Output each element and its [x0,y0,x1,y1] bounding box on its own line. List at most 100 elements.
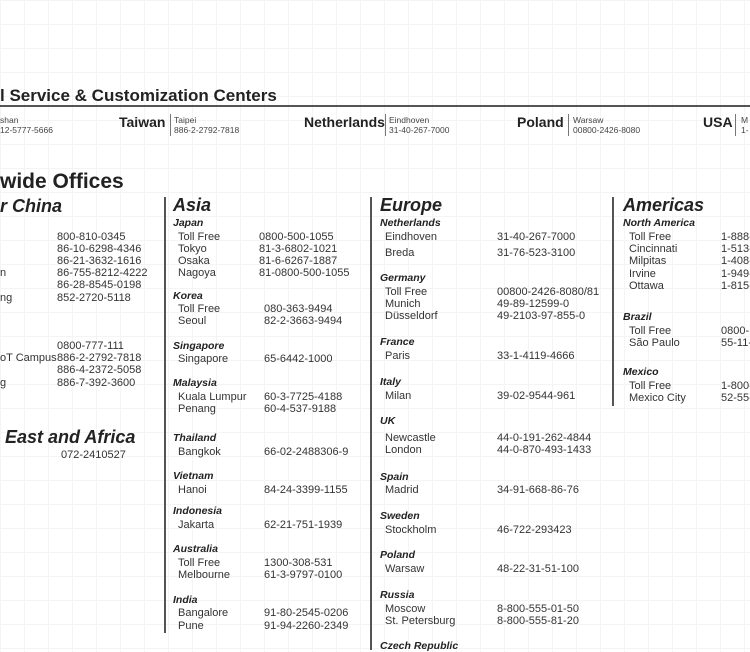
office-phone: 52-55- [721,392,750,404]
office-city: Jakarta [178,519,215,531]
office-city: Toll Free [629,380,672,392]
service-center-phone: 12-5777-5666 [0,125,53,135]
office-city: Tokyo [178,243,207,255]
office-city: Breda [385,247,415,259]
office-phone: 0800- [721,325,750,337]
service-center-country: USA [703,114,733,130]
office-city: Newcastle [385,432,436,444]
office-phone: 072-2410527 [61,449,126,461]
office-city: Seoul [178,315,207,327]
country-label: Brazil [623,311,652,323]
column-divider [370,197,372,650]
office-phone: 080-363-9494 [264,303,333,315]
service-center-city: M [741,115,749,125]
country-label: Netherlands [380,217,441,229]
office-city: Toll Free [629,325,672,337]
office-phone: 1-888- [721,231,750,243]
country-label: Vietnam [173,470,214,482]
office-city: Stockholm [385,524,437,536]
column-divider [164,197,166,633]
office-city: Bangkok [178,446,221,458]
office-phone: 886-7-392-3600 [57,377,136,389]
office-phone: 86-21-3632-1616 [57,255,142,267]
office-phone: 8-800-555-01-50 [497,603,579,615]
service-center-phone: 31-40-267-7000 [389,125,450,135]
office-phone: 81-6-6267-1887 [259,255,338,267]
service-center-city: shan [0,115,19,125]
office-city: Milan [385,390,412,402]
office-phone: 65-6442-1000 [264,353,333,365]
office-phone: 55-11- [721,337,750,349]
title-rule [0,105,750,107]
country-label: Poland [380,549,416,561]
separator [385,114,386,136]
country-label: UK [380,415,396,427]
country-label: Japan [173,217,204,229]
office-phone: 0800-777-111 [57,340,124,352]
office-city: Osaka [178,255,210,267]
office-phone: 60-4-537-9188 [264,403,337,415]
office-city: Milpitas [629,255,667,267]
office-city: Irvine [629,268,656,280]
office-phone: 86-10-6298-4346 [57,243,142,255]
office-city: Madrid [385,484,419,496]
service-center-country: Taiwan [119,114,166,130]
service-center-city: Taipei [174,115,197,125]
office-phone: 886-4-2372-5058 [57,364,142,376]
office-city: Toll Free [178,557,221,569]
office-phone: 91-94-2260-2349 [264,620,349,632]
office-phone: 91-80-2545-0206 [264,607,349,619]
office-phone: 60-3-7725-4188 [264,391,343,403]
country-label: Indonesia [173,505,223,517]
office-city: São Paulo [629,337,680,349]
office-phone: 81-0800-500-1055 [259,267,350,279]
office-city: St. Petersburg [385,615,456,627]
office-phone: 1-800- [721,380,750,392]
office-phone: 84-24-3399-1155 [264,484,348,496]
region-heading: East and Africa [5,427,136,447]
office-phone: 852-2720-5118 [57,292,131,304]
office-phone: 86-28-8545-0198 [57,279,142,291]
office-phone: 66-02-2488306-9 [264,446,349,458]
region-heading: Europe [380,195,443,215]
service-center-city: Warsaw [573,115,604,125]
country-label: North America [623,217,695,229]
country-label: Korea [173,290,203,302]
offices-title: wide Offices [0,170,124,193]
office-city: Düsseldorf [385,310,438,322]
office-city: n [0,267,7,279]
office-city: Toll Free [178,231,221,243]
office-city: Nagoya [178,267,216,279]
region-heading: r China [0,196,63,216]
office-city: Moscow [385,603,426,615]
office-city: Pune [178,620,204,632]
country-label: Singapore [173,340,225,352]
office-phone: 44-0-191-262-4844 [497,432,592,444]
office-phone: 0800-500-1055 [259,231,334,243]
office-city: Eindhoven [385,231,437,243]
office-city: Mexico City [629,392,686,404]
region-heading: Americas [623,195,705,215]
service-center-country: Poland [517,114,564,130]
separator [568,114,569,136]
office-phone: 1-949- [721,268,750,280]
column-divider [612,197,614,406]
separator [735,114,736,136]
country-label: Germany [380,272,426,284]
country-label: Australia [173,543,218,555]
office-city: Bangalore [178,607,229,619]
country-label: France [380,336,415,348]
office-phone: 31-76-523-3100 [497,247,576,259]
office-phone: 49-89-12599-0 [497,298,570,310]
country-label: Sweden [380,510,420,522]
office-city: ng [0,292,13,304]
office-phone: 44-0-870-493-1433 [497,444,592,456]
office-phone: 62-21-751-1939 [264,519,343,531]
office-phone: 61-3-9797-0100 [264,569,343,581]
country-label: Malaysia [173,377,217,389]
country-label: Thailand [173,432,217,444]
country-label: Spain [380,471,409,483]
office-phone: 1300-308-531 [264,557,333,569]
office-city: Toll Free [385,286,428,298]
office-city: Toll Free [178,303,221,315]
